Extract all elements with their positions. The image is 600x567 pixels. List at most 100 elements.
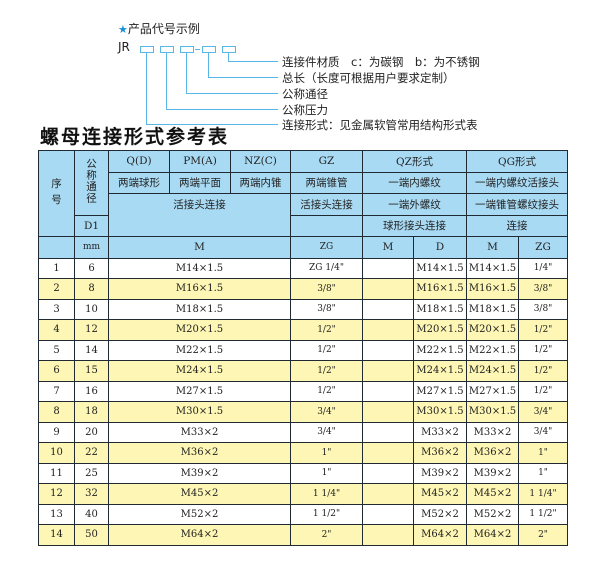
- cell-no: 5: [38, 339, 75, 361]
- cell-zg: 1 1/4": [290, 483, 363, 505]
- header-seq-bottom: [38, 236, 75, 259]
- cell-qz-m: [362, 339, 414, 361]
- cell-no: 6: [38, 360, 75, 382]
- cell-qg-zg: 1 1/4": [518, 483, 568, 505]
- cell-d1: 10: [74, 298, 109, 320]
- cell-qg-zg: 1 1/2": [518, 503, 568, 525]
- cell-qg-zg: 1": [518, 462, 568, 484]
- cell-qz-m: [362, 462, 414, 484]
- cell-zg: 3/4": [290, 421, 363, 443]
- cell-d1: 6: [74, 257, 109, 279]
- cell-qz-m: [362, 421, 414, 443]
- cell-qz-d: M64×2: [413, 524, 467, 546]
- cell-zg: 3/4": [290, 401, 363, 423]
- cell-d1: 8: [74, 278, 109, 300]
- header-qz-m: M: [362, 236, 414, 259]
- cell-qz-d: M24×1.5: [413, 360, 467, 382]
- header-qz-d: D: [413, 236, 467, 259]
- cell-m: M18×1.5: [108, 298, 291, 320]
- cell-qz-d: M16×1.5: [413, 278, 467, 300]
- header-qz3: 一端外螺纹: [362, 193, 467, 216]
- table-row: 5 14 M22×1.5 1/2" M22×1.5 M22×1.5 1/2": [38, 339, 568, 361]
- table-row: 12 32 M45×2 1 1/4" M45×2 M45×2 1 1/4": [38, 483, 568, 505]
- cell-d1: 12: [74, 319, 109, 341]
- cell-zg: 2": [290, 524, 363, 546]
- cell-no: 13: [38, 503, 75, 525]
- table-row: 13 40 M52×2 1 1/2" M52×2 M52×2 1 1/2": [38, 503, 568, 525]
- nut-connection-table: 序 号 公称通径 Q(D) PM(A) NZ(C) GZ QZ形式 QG形式 两…: [38, 150, 568, 546]
- cell-qz-m: [362, 257, 414, 279]
- cell-qg-zg: 1/2": [518, 339, 568, 361]
- cell-zg: 1/2": [290, 339, 363, 361]
- header-qz: QZ形式: [362, 150, 467, 173]
- cell-qz-d: M36×2: [413, 442, 467, 464]
- cell-m: M45×2: [108, 483, 291, 505]
- cell-zg: 1/2": [290, 360, 363, 382]
- header-qg4: 连接: [466, 214, 568, 237]
- table-row: 4 12 M20×1.5 1/2" M20×1.5 M20×1.5 1/2": [38, 319, 568, 341]
- cell-qz-d: M45×2: [413, 483, 467, 505]
- cell-no: 8: [38, 401, 75, 423]
- cell-m: M16×1.5: [108, 278, 291, 300]
- header-nz2: 两端内锥: [230, 171, 291, 194]
- cell-d1: 25: [74, 462, 109, 484]
- cell-qg-m: M64×2: [466, 524, 519, 546]
- code-slot: [160, 46, 174, 53]
- example-title-text: 产品代号示例: [127, 22, 200, 36]
- label-material: 连接件材质 c：为碳钢 b：为不锈钢: [282, 55, 480, 69]
- table-row: 1 6 M14×1.5 ZG 1/4" M14×1.5 M14×1.5 1/4": [38, 257, 568, 279]
- cell-qg-m: M52×2: [466, 503, 519, 525]
- cell-qg-m: M33×2: [466, 421, 519, 443]
- cell-qg-m: M39×2: [466, 462, 519, 484]
- header-qz2: 一端内螺纹: [362, 171, 467, 194]
- cell-zg: 1": [290, 442, 363, 464]
- table-row: 2 8 M16×1.5 3/8" M16×1.5 M16×1.5 3/8": [38, 278, 568, 300]
- header-gz2: 两端锥管: [290, 171, 363, 194]
- star-icon: ★: [118, 23, 128, 36]
- cell-qg-zg: 3/4": [518, 401, 568, 423]
- cell-zg: 1/2": [290, 319, 363, 341]
- cell-zg: 3/8": [290, 298, 363, 320]
- cell-zg: 1 1/2": [290, 503, 363, 525]
- cell-qz-d: M27×1.5: [413, 380, 467, 402]
- cell-qg-m: M36×2: [466, 442, 519, 464]
- cell-qg-zg: 1/2": [518, 380, 568, 402]
- cell-qg-zg: 1/2": [518, 360, 568, 382]
- table-row: 9 20 M33×2 3/4" M33×2 M33×2 3/4": [38, 421, 568, 443]
- cell-qg-m: M30×1.5: [466, 401, 519, 423]
- cell-no: 14: [38, 524, 75, 546]
- cell-d1: 50: [74, 524, 109, 546]
- cell-qg-m: M14×1.5: [466, 257, 519, 279]
- code-slot: [180, 46, 194, 53]
- code-slot: [202, 46, 216, 53]
- cell-qz-d: M33×2: [413, 421, 467, 443]
- table-row: 8 18 M30×1.5 3/4" M30×1.5 M30×1.5 3/4": [38, 401, 568, 423]
- table-title: 螺母连接形式参考表: [40, 126, 230, 148]
- cell-qz-m: [362, 298, 414, 320]
- cell-m: M30×1.5: [108, 401, 291, 423]
- cell-no: 2: [38, 278, 75, 300]
- header-mm: mm: [74, 236, 109, 259]
- header-pm2: 两端平面: [169, 171, 231, 194]
- cell-no: 10: [38, 442, 75, 464]
- cell-m: M33×2: [108, 421, 291, 443]
- code-prefix: JR: [118, 40, 130, 54]
- label-pressure: 公称压力: [282, 103, 328, 117]
- cell-d1: 16: [74, 380, 109, 402]
- cell-qg-zg: 2": [518, 524, 568, 546]
- cell-m: M52×2: [108, 503, 291, 525]
- header-q2: 两端球形: [108, 171, 170, 194]
- header-nz: NZ(C): [230, 150, 291, 173]
- cell-zg: ZG 1/4": [290, 257, 363, 279]
- cell-m: M14×1.5: [108, 257, 291, 279]
- table-row: 10 22 M36×2 1" M36×2 M36×2 1": [38, 442, 568, 464]
- cell-zg: 1": [290, 462, 363, 484]
- cell-no: 12: [38, 483, 75, 505]
- cell-qz-d: M20×1.5: [413, 319, 467, 341]
- cell-m: M24×1.5: [108, 360, 291, 382]
- cell-qz-m: [362, 319, 414, 341]
- cell-zg: 1/2": [290, 380, 363, 402]
- table-row: 3 10 M18×1.5 3/8" M18×1.5 M18×1.5 3/8": [38, 298, 568, 320]
- label-diameter: 公称通径: [282, 87, 328, 101]
- cell-qg-m: M16×1.5: [466, 278, 519, 300]
